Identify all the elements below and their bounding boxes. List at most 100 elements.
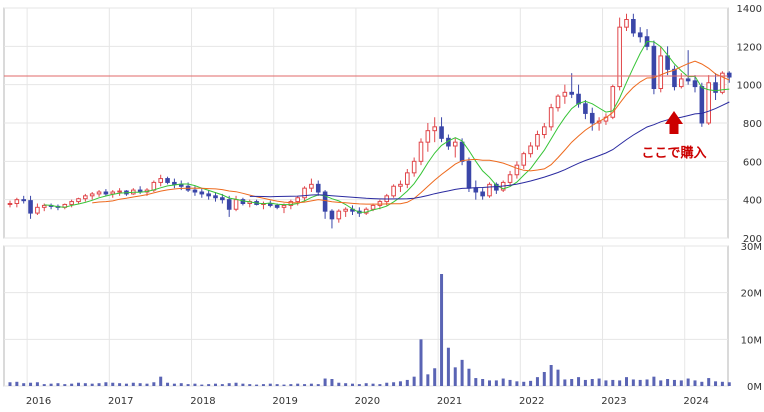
candle-body bbox=[528, 145, 533, 155]
volume-bar bbox=[412, 376, 416, 386]
volume-tick-label: 30M bbox=[741, 242, 762, 253]
volume-bar bbox=[672, 379, 676, 386]
volume-bar bbox=[42, 384, 46, 386]
volume-bar bbox=[700, 381, 704, 386]
candle bbox=[158, 174, 163, 187]
candle-body bbox=[268, 203, 273, 206]
volume-bar bbox=[159, 376, 163, 386]
volume-bar bbox=[583, 379, 587, 386]
volume-bar bbox=[707, 378, 711, 386]
candle-body bbox=[391, 185, 396, 197]
candle-body bbox=[192, 189, 198, 193]
candle-body bbox=[329, 210, 335, 220]
candle-body bbox=[706, 82, 712, 124]
candle-body bbox=[377, 201, 383, 206]
candle bbox=[226, 195, 232, 217]
candle-body bbox=[631, 19, 636, 34]
volume-bar bbox=[166, 382, 170, 386]
candle-body bbox=[685, 78, 691, 82]
candle bbox=[165, 176, 170, 185]
candle-body bbox=[713, 82, 718, 93]
candle-body bbox=[562, 91, 568, 97]
candle-body bbox=[692, 80, 698, 88]
volume-bar bbox=[104, 382, 108, 386]
candle-body bbox=[110, 191, 116, 195]
volume-bar bbox=[405, 379, 409, 386]
volume-bar bbox=[446, 347, 450, 386]
candle bbox=[685, 50, 691, 85]
volume-bar bbox=[111, 382, 115, 386]
candle-body bbox=[459, 141, 465, 162]
volume-bar bbox=[70, 383, 74, 386]
volume-bar bbox=[727, 382, 731, 386]
candle-body bbox=[295, 197, 300, 203]
candle bbox=[76, 197, 81, 204]
x-tick-label: 2023 bbox=[601, 396, 626, 407]
volume-bar bbox=[261, 384, 265, 386]
volume-bar bbox=[398, 381, 402, 386]
y-tick-label: 1400 bbox=[737, 4, 762, 15]
candle bbox=[569, 73, 575, 99]
y-tick-label: 600 bbox=[743, 157, 762, 168]
candle-body bbox=[411, 160, 417, 174]
candle-body bbox=[69, 201, 74, 205]
volume-bar bbox=[131, 382, 135, 386]
volume-y-axis: 0M 10M 20M 30M bbox=[741, 242, 762, 393]
candle-body bbox=[405, 172, 410, 185]
volume-tick-label: 0M bbox=[747, 382, 762, 393]
candle-body bbox=[343, 208, 348, 212]
volume-bar bbox=[15, 381, 19, 386]
volume-bar bbox=[597, 378, 601, 386]
volume-bar bbox=[248, 384, 252, 386]
candle-body bbox=[14, 199, 20, 205]
candle-body bbox=[158, 178, 163, 183]
candle-body bbox=[89, 193, 95, 197]
candle bbox=[418, 138, 424, 166]
candle-body bbox=[583, 103, 588, 114]
candle-body bbox=[726, 72, 732, 78]
volume-bar bbox=[357, 384, 361, 386]
candle-body bbox=[288, 201, 294, 206]
candle-body bbox=[569, 91, 575, 95]
candle bbox=[343, 207, 348, 217]
volume-bar bbox=[344, 383, 348, 386]
volume-series bbox=[8, 274, 731, 386]
candle-body bbox=[439, 126, 444, 139]
volume-bar bbox=[542, 372, 546, 386]
x-tick-label: 2021 bbox=[437, 396, 462, 407]
volume-bar bbox=[501, 378, 505, 386]
candle bbox=[14, 197, 20, 208]
volume-bar bbox=[474, 378, 478, 386]
y-tick-label: 1200 bbox=[737, 42, 762, 53]
candle-body bbox=[274, 204, 280, 208]
candle bbox=[507, 170, 513, 187]
volume-bar bbox=[179, 383, 183, 386]
candle-body bbox=[96, 191, 102, 195]
candle bbox=[405, 169, 410, 189]
volume-bar bbox=[440, 274, 444, 386]
volume-bar bbox=[138, 383, 142, 386]
x-tick-label: 2017 bbox=[108, 396, 133, 407]
candle-body bbox=[41, 204, 47, 208]
candle bbox=[651, 40, 657, 95]
volume-bar bbox=[309, 383, 313, 386]
volume-bar bbox=[371, 383, 375, 386]
volume-bar bbox=[29, 382, 33, 386]
candle-body bbox=[624, 19, 629, 28]
candle-body bbox=[370, 204, 376, 210]
volume-bar bbox=[323, 378, 327, 386]
volume-bar bbox=[522, 381, 526, 386]
candle-body bbox=[466, 160, 472, 189]
volume-bar bbox=[577, 377, 581, 386]
candle bbox=[706, 75, 712, 125]
candle-body bbox=[199, 191, 205, 195]
candle bbox=[535, 130, 540, 150]
candle-body bbox=[651, 45, 657, 89]
candle-body bbox=[672, 68, 677, 88]
candle-body bbox=[720, 72, 725, 93]
volume-bar bbox=[97, 383, 101, 386]
volume-bar bbox=[611, 379, 615, 386]
volume-bar bbox=[392, 382, 396, 386]
up-arrow-shaft bbox=[669, 123, 679, 134]
